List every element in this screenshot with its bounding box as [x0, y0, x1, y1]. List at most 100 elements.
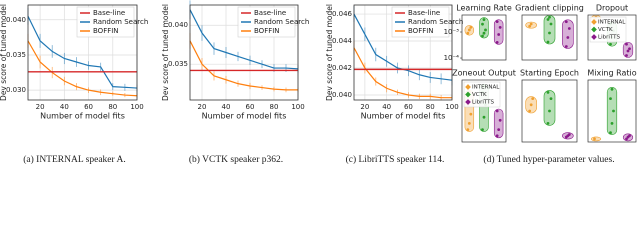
point — [567, 133, 571, 136]
series-line — [27, 40, 138, 97]
legend-swatch — [465, 91, 471, 98]
legend-label: Base-line — [254, 9, 286, 17]
panel-title: Starting Epoch — [520, 69, 579, 78]
y-tick-label: 0.040 — [332, 91, 352, 99]
point — [466, 128, 470, 132]
y-tick-label: 10⁻³ — [444, 28, 460, 36]
point — [546, 18, 550, 21]
legend-swatch — [465, 99, 471, 105]
legend-label: VCTK — [472, 92, 487, 98]
x-tick-label: 100 — [445, 103, 458, 111]
point — [469, 112, 473, 116]
x-tick-label: 40 — [382, 103, 391, 111]
point — [495, 20, 499, 24]
panel-title: Zoneout Output — [452, 69, 516, 78]
axes-frame — [587, 14, 637, 61]
point — [625, 42, 628, 46]
violin-body — [543, 14, 556, 45]
x-tick-label: 60 — [404, 103, 413, 111]
y-tick-label: 0.035 — [168, 60, 188, 68]
y-tick-label: 0.040 — [168, 21, 188, 29]
series-line — [189, 40, 298, 91]
axes-frame — [27, 4, 138, 101]
point — [625, 54, 628, 57]
point — [482, 115, 486, 119]
axes-frame — [461, 79, 507, 143]
legend-label: LibriTTS — [598, 35, 620, 41]
point — [498, 26, 502, 29]
violin-body — [543, 90, 556, 126]
point — [610, 87, 614, 91]
x-tick-label: 100 — [130, 103, 143, 111]
legend-label: Random Search — [254, 18, 309, 26]
legend-swatch — [591, 19, 597, 25]
point — [481, 128, 484, 132]
legend-label: Random Search — [93, 18, 148, 26]
point — [548, 15, 551, 19]
x-tick-label: 60 — [84, 103, 93, 111]
point — [546, 91, 550, 94]
legend-swatch — [465, 84, 471, 90]
violin-body — [606, 87, 618, 136]
legend-label: Base-line — [408, 9, 440, 17]
caption: (a) INTERNAL speaker A. — [23, 154, 126, 165]
point — [548, 31, 551, 35]
point — [625, 137, 628, 141]
violin-body — [479, 17, 489, 39]
legend-swatch — [591, 26, 597, 33]
point — [467, 28, 471, 32]
x-tick-label: 80 — [270, 103, 279, 111]
point — [546, 122, 550, 125]
x-tick-label: 20 — [360, 103, 369, 111]
point — [495, 40, 499, 44]
y-tick-label: 10⁻⁴ — [444, 54, 460, 62]
point — [482, 31, 486, 35]
legend-label: BOFFIN — [93, 27, 119, 35]
x-axis-label: Number of model fits — [40, 112, 125, 121]
point — [467, 122, 471, 125]
y-tick-label: 0.042 — [332, 64, 352, 72]
point — [609, 131, 612, 135]
y-axis-label: Dev score of tuned model — [325, 4, 334, 101]
x-tick-label: 100 — [291, 103, 304, 111]
y-axis-label: Dev score of tuned model — [0, 4, 8, 101]
point — [564, 20, 568, 24]
panel-title: Gradient clipping — [515, 4, 584, 13]
caption: (d) Tuned hyper-parameter values. — [483, 154, 614, 165]
axes-frame — [521, 14, 578, 61]
axes-frame — [521, 79, 578, 143]
point — [548, 109, 551, 113]
point — [610, 122, 614, 125]
x-tick-label: 80 — [426, 103, 435, 111]
violin-body — [590, 136, 602, 142]
x-axis-label: Number of model fits — [361, 112, 446, 121]
point — [567, 27, 571, 30]
point — [626, 49, 630, 53]
point — [531, 97, 535, 100]
x-tick-label: 60 — [246, 103, 255, 111]
point — [481, 34, 484, 38]
y-tick-label: 0.046 — [332, 10, 353, 18]
point — [528, 24, 532, 28]
x-tick-label: 40 — [222, 103, 231, 111]
panel-title: Dropout — [596, 4, 628, 13]
axes-frame — [587, 79, 637, 143]
point — [466, 31, 470, 35]
point — [481, 22, 484, 26]
point — [529, 22, 533, 26]
legend-label: Base-line — [93, 9, 125, 17]
y-tick-label: 0.030 — [6, 86, 26, 94]
caption: (b) VCTK speaker p362. — [189, 154, 283, 165]
legend-label: INTERNAL — [472, 85, 500, 91]
violin-body — [493, 108, 504, 139]
point — [628, 134, 631, 138]
point — [549, 97, 553, 100]
legend-label: BOFFIN — [254, 27, 280, 35]
legend-label: LibriTTS — [472, 100, 494, 106]
panel-title: Mixing Ratio — [587, 69, 636, 78]
legend-label: Random Search — [408, 18, 463, 26]
legend-swatch — [591, 34, 597, 40]
x-axis-label: Number of model fits — [202, 112, 287, 121]
series-line — [27, 15, 138, 89]
